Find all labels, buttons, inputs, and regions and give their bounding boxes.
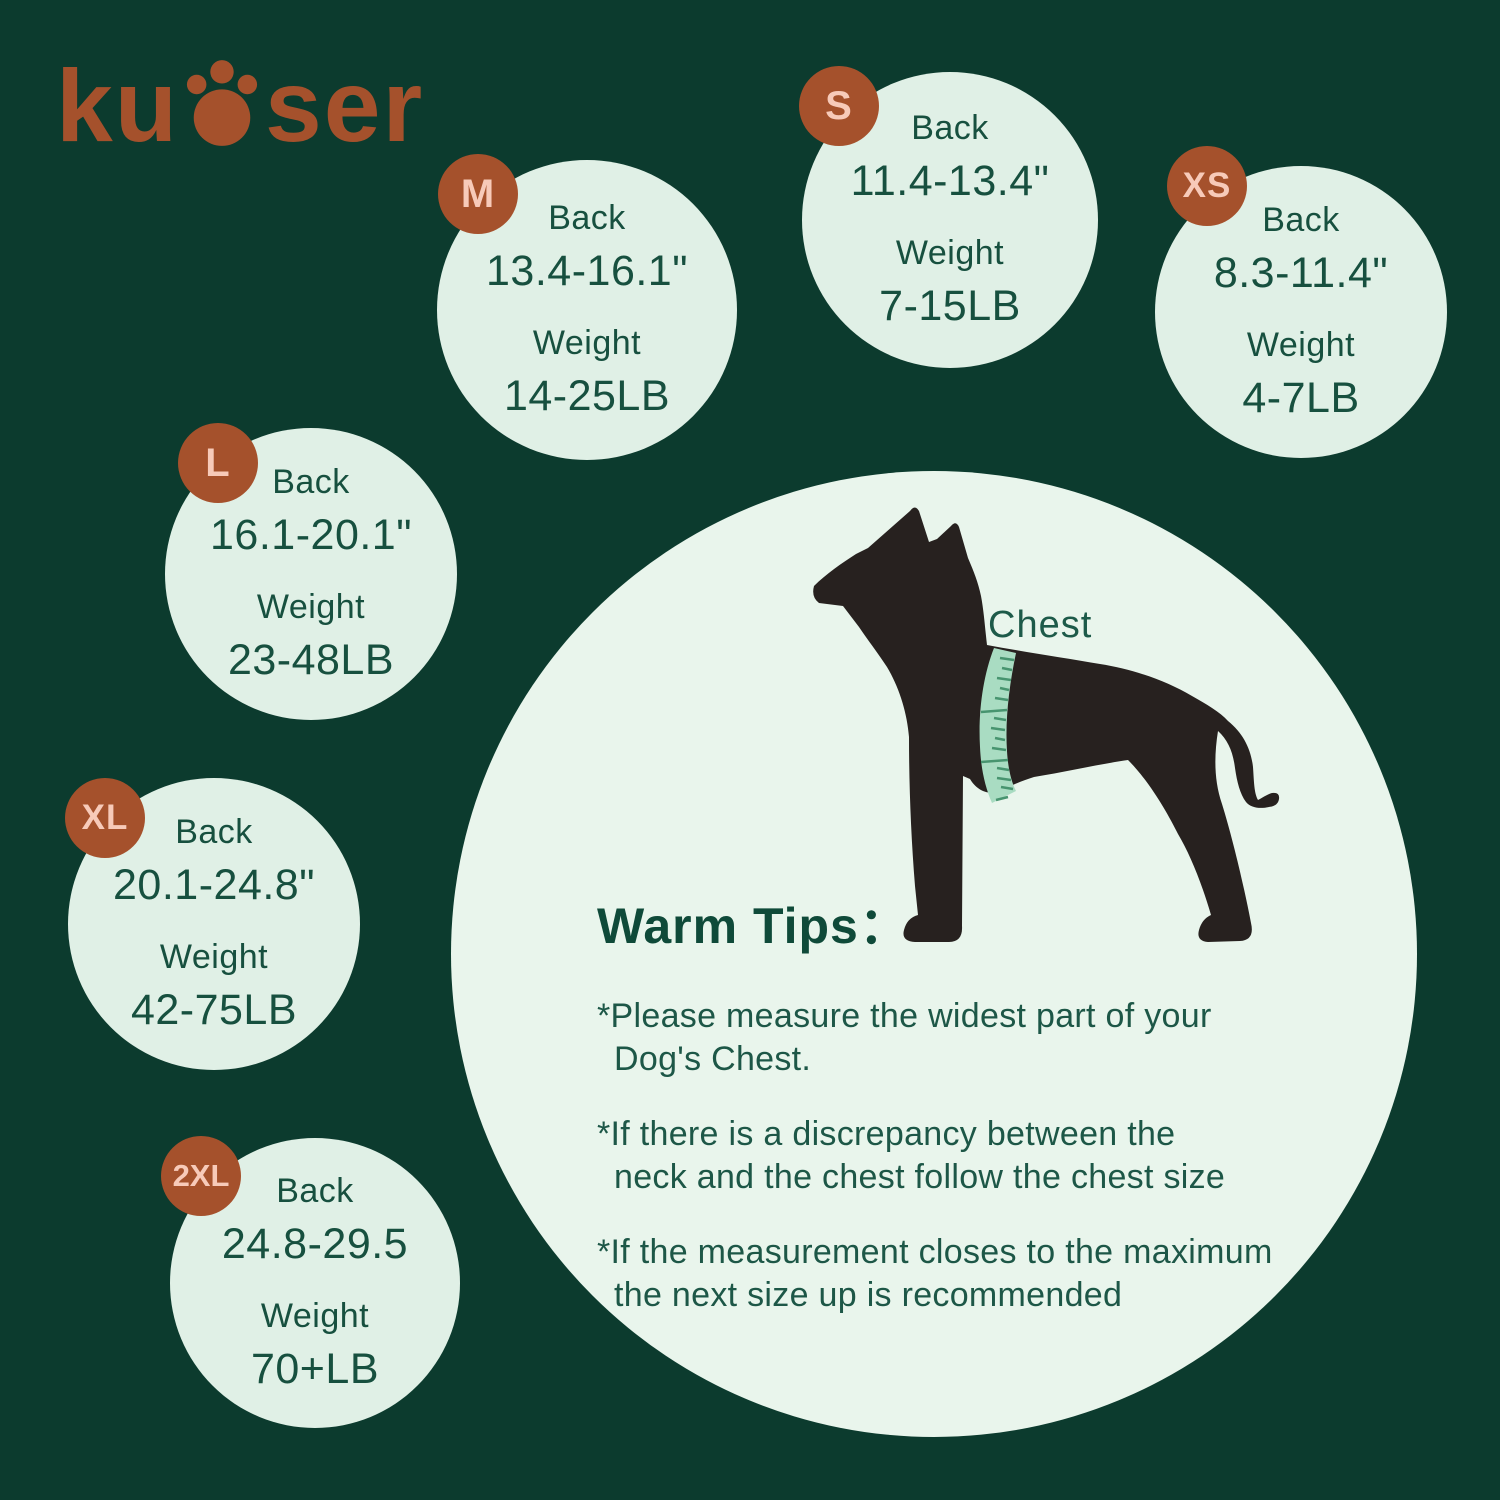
size-info: Back 16.1-20.1" Weight 23-48LB bbox=[165, 428, 457, 720]
back-label: Back bbox=[276, 1172, 354, 1210]
back-range: 13.4-16.1" bbox=[486, 247, 688, 295]
tip-line: Dog's Chest. bbox=[614, 1040, 812, 1078]
weight-range: 7-15LB bbox=[879, 282, 1021, 330]
size-circle-2xl: 2XL Back 24.8-29.5 Weight 70+LB bbox=[161, 1136, 460, 1428]
size-badge-label: L bbox=[205, 440, 231, 485]
size-info: Back 13.4-16.1" Weight 14-25LB bbox=[437, 160, 737, 460]
measuring-tape bbox=[979, 648, 1016, 803]
back-label: Back bbox=[911, 109, 989, 147]
weight-label: Weight bbox=[532, 324, 642, 362]
paw-print-icon bbox=[186, 60, 258, 146]
back-label: Back bbox=[1262, 201, 1340, 239]
back-range: 11.4-13.4" bbox=[850, 157, 1050, 205]
size-circle-xl: XL Back 20.1-24.8" Weight 42-75LB bbox=[65, 778, 360, 1070]
dog-body bbox=[813, 507, 1280, 942]
weight-range: 14-25LB bbox=[503, 372, 671, 420]
size-circle-m: M Back 13.4-16.1" Weight 14-25LB bbox=[437, 154, 737, 460]
tip-discrepancy: *If there is a discrepancy between the n… bbox=[597, 1113, 1337, 1199]
tip-size-up: *If the measurement closes to the maximu… bbox=[597, 1231, 1337, 1317]
weight-label: Weight bbox=[895, 234, 1005, 272]
weight-label: Weight bbox=[159, 938, 269, 976]
size-badge-label: XS bbox=[1182, 166, 1232, 205]
size-badge-label: M bbox=[460, 171, 496, 216]
size-badge-label: S bbox=[825, 83, 853, 128]
size-circle-l: L Back 16.1-20.1" Weight 23-48LB bbox=[165, 423, 457, 720]
back-range: 20.1-24.8" bbox=[113, 861, 315, 909]
tip-line: *If the measurement closes to the maximu… bbox=[597, 1233, 1273, 1271]
tape-tick-marks bbox=[980, 656, 1015, 802]
back-label: Back bbox=[175, 813, 253, 851]
tip-line: neck and the chest follow the chest size bbox=[614, 1158, 1226, 1196]
size-badge-label: XL bbox=[81, 798, 129, 837]
size-circle-s: S Back 11.4-13.4" Weight 7-15LB bbox=[799, 66, 1098, 368]
back-range: 24.8-29.5 bbox=[221, 1220, 409, 1268]
size-badge-label: 2XL bbox=[172, 1158, 230, 1193]
back-label: Back bbox=[272, 463, 350, 501]
dog-silhouette bbox=[813, 507, 1280, 942]
weight-label: Weight bbox=[260, 1297, 370, 1335]
warm-tips-title: Warm Tips： bbox=[597, 898, 910, 954]
weight-label: Weight bbox=[1246, 326, 1356, 364]
size-badge-m: M bbox=[438, 154, 518, 234]
size-badge-s: S bbox=[799, 66, 879, 146]
back-range: 16.1-20.1" bbox=[210, 511, 412, 559]
logo-text-left: ku bbox=[56, 49, 180, 163]
size-circle-xs: XS Back 8.3-11.4" Weight 4-7LB bbox=[1155, 146, 1447, 458]
chest-measure-label: Chest bbox=[988, 604, 1093, 646]
size-info: Back 11.4-13.4" Weight 7-15LB bbox=[802, 72, 1098, 368]
brand-logo: ku ser bbox=[56, 49, 425, 163]
size-badge-2xl: 2XL bbox=[161, 1136, 241, 1216]
weight-range: 70+LB bbox=[250, 1345, 380, 1393]
back-range: 8.3-11.4" bbox=[1213, 249, 1389, 297]
tip-line: the next size up is recommended bbox=[614, 1276, 1123, 1314]
weight-range: 4-7LB bbox=[1242, 374, 1360, 422]
size-info: Back 20.1-24.8" Weight 42-75LB bbox=[68, 778, 360, 1070]
size-badge-xl: XL bbox=[65, 778, 145, 858]
tip-line: *Please measure the widest part of your bbox=[597, 997, 1212, 1035]
weight-label: Weight bbox=[256, 588, 366, 626]
size-info: Back 24.8-29.5 Weight 70+LB bbox=[170, 1138, 460, 1428]
weight-range: 42-75LB bbox=[130, 986, 298, 1034]
tip-measure-chest: *Please measure the widest part of your … bbox=[597, 995, 1337, 1081]
size-info: Back 8.3-11.4" Weight 4-7LB bbox=[1155, 166, 1447, 458]
size-badge-l: L bbox=[178, 423, 258, 503]
weight-range: 23-48LB bbox=[227, 636, 395, 684]
tip-line: *If there is a discrepancy between the bbox=[597, 1115, 1176, 1153]
size-badge-xs: XS bbox=[1167, 146, 1247, 226]
warm-tips-section: Warm Tips： *Please measure the widest pa… bbox=[597, 886, 1337, 1349]
back-label: Back bbox=[548, 199, 626, 237]
logo-text-right: ser bbox=[265, 49, 425, 163]
